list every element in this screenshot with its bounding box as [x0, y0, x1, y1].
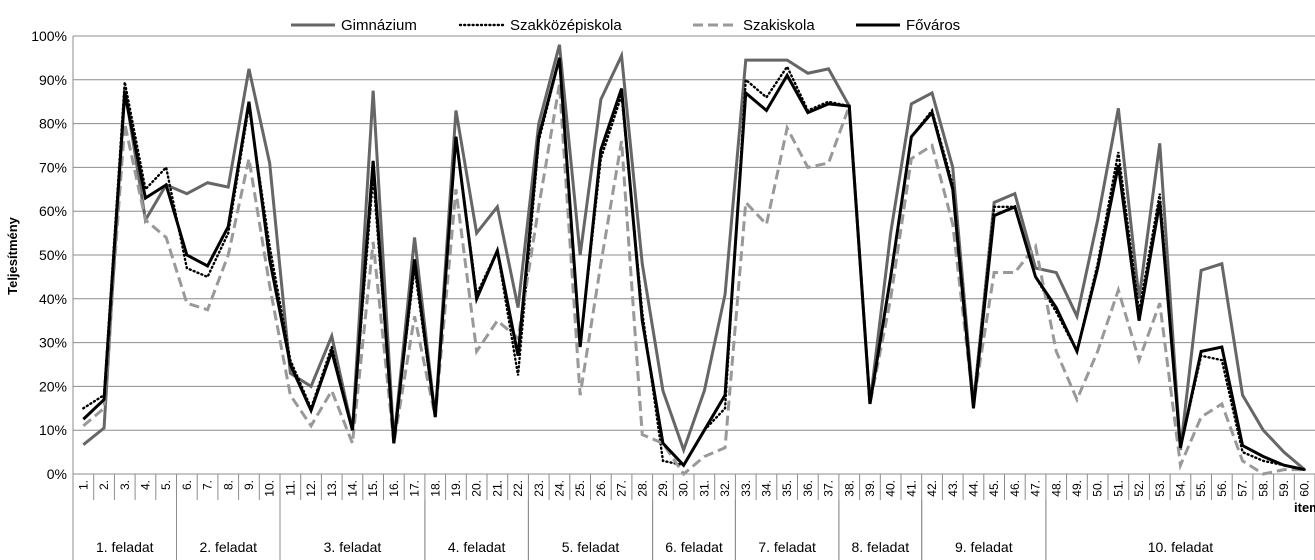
x-category-label: 1. [76, 480, 90, 490]
x-group-labels: 1. feladat 2. feladat 3. feladat 4. feladat… [96, 539, 1213, 555]
y-tick-label: 100% [31, 28, 67, 44]
x-category-label: 30. [677, 480, 691, 497]
x-category-label: 48. [1049, 480, 1063, 497]
x-category-label: 60. [1298, 480, 1312, 497]
legend: Gimnázium Szakközépiskola Szakiskola Főváro… [291, 17, 960, 34]
x-category-label: 57. [1236, 480, 1250, 497]
x-category-label: 53. [1153, 480, 1167, 497]
x-category-label: 55. [1194, 480, 1208, 497]
x-category-label: 40. [884, 480, 898, 497]
y-tick-labels: 0% 10% 20% 30% 40% 50% 60% 70% 80% 90% 100% [31, 28, 67, 482]
x-category-label: 6. [180, 480, 194, 490]
x-category-label: 42. [925, 480, 939, 497]
x-category-label: 33. [739, 480, 753, 497]
x-category-label: 47. [1029, 480, 1043, 497]
x-category-label: 20. [470, 480, 484, 497]
x-category-label: 10. [263, 480, 277, 497]
x-category-label: 29. [656, 480, 670, 497]
x-category-label: 9. [242, 480, 256, 490]
x-category-label: 3. [118, 480, 132, 490]
x-category-label: 26. [594, 480, 608, 497]
x-category-label: 46. [1008, 480, 1022, 497]
series-line-Szakiskola [82, 83, 1305, 477]
x-group-label: 4. feladat [448, 539, 506, 555]
x-category-label: 19. [449, 480, 463, 497]
x-category-label: 7. [201, 480, 215, 490]
x-category-label: 13. [325, 480, 339, 497]
x-category-label: 34. [759, 480, 773, 497]
x-category-label: 24. [552, 480, 566, 497]
y-gridlines [73, 35, 1315, 475]
x-category-label: 16. [387, 480, 401, 497]
x-category-label: 35. [780, 480, 794, 497]
x-category-label: 41. [904, 480, 918, 497]
x-category-label: 32. [718, 480, 732, 497]
legend-label: Szakiskola [743, 17, 815, 34]
x-group-label: 1. feladat [96, 539, 154, 555]
x-category-labels: 1. 2. 3. 4. 5. 6. 7. 8. 9. 10. 11. 12. 13. 14. 15. 16. 1… [76, 480, 1311, 497]
x-category-label: 4. [138, 480, 152, 490]
x-category-label: 8. [221, 480, 235, 490]
x-category-label: 44. [966, 480, 980, 497]
x-category-label: 27. [615, 480, 629, 497]
x-category-label: 38. [842, 480, 856, 497]
y-tick-label: 80% [39, 116, 67, 132]
x-category-label: 11. [283, 480, 297, 496]
x-category-label: 37. [822, 480, 836, 497]
x-category-label: 36. [801, 480, 815, 497]
x-category-label: 59. [1277, 480, 1291, 497]
y-tick-label: 10% [39, 422, 67, 438]
x-category-label: 28. [635, 480, 649, 497]
x-category-label: 50. [1091, 480, 1105, 497]
x-category-label: 43. [946, 480, 960, 497]
x-axis-label: item [1294, 500, 1315, 515]
y-tick-label: 0% [47, 466, 67, 482]
x-category-label: 25. [573, 480, 587, 497]
x-group-label: 9. feladat [955, 539, 1013, 555]
x-group-label: 8. feladat [851, 539, 909, 555]
x-category-label: 54. [1173, 480, 1187, 497]
axes [72, 36, 1315, 560]
x-category-label: 15. [366, 480, 380, 497]
x-category-label: 49. [1070, 480, 1084, 497]
y-axis-label: Teljesítmény [5, 216, 20, 295]
x-category-label: 17. [408, 480, 422, 497]
x-category-label: 23. [532, 480, 546, 497]
x-category-label: 2. [97, 480, 111, 490]
series-line-Szakközépiskola [82, 57, 1306, 471]
y-tick-label: 50% [39, 247, 67, 263]
x-category-label: 21. [490, 480, 504, 497]
y-tick-label: 70% [39, 159, 67, 175]
x-category-label: 22. [511, 480, 525, 497]
x-category-label: 31. [697, 480, 711, 497]
series-line-Gimnázium [82, 44, 1306, 471]
legend-label: Főváros [906, 17, 960, 34]
x-category-label: 58. [1256, 480, 1270, 497]
x-category-label: 18. [428, 480, 442, 497]
x-category-label: 45. [987, 480, 1001, 497]
y-tick-label: 30% [39, 335, 67, 351]
legend-label: Gimnázium [341, 17, 417, 34]
y-tick-label: 20% [39, 378, 67, 394]
series-line-Főváros [82, 57, 1305, 472]
x-group-label: 3. feladat [324, 539, 382, 555]
x-category-label: 12. [304, 480, 318, 497]
x-group-label: 7. feladat [758, 539, 816, 555]
x-category-label: 56. [1215, 480, 1229, 497]
y-tick-label: 90% [39, 72, 67, 88]
x-category-label: 5. [159, 480, 173, 490]
x-category-label: 39. [863, 480, 877, 497]
x-group-label: 2. feladat [199, 539, 257, 555]
y-tick-label: 40% [39, 291, 67, 307]
x-group-label: 6. feladat [665, 539, 723, 555]
x-group-label: 5. feladat [562, 539, 620, 555]
x-category-label: 51. [1111, 480, 1125, 497]
x-group-label: 10. feladat [1148, 539, 1213, 555]
x-category-label: 52. [1132, 480, 1146, 497]
x-category-label: 14. [345, 480, 359, 497]
y-tick-label: 60% [39, 203, 67, 219]
legend-label: Szakközépiskola [510, 17, 622, 34]
series-lines [82, 44, 1306, 477]
